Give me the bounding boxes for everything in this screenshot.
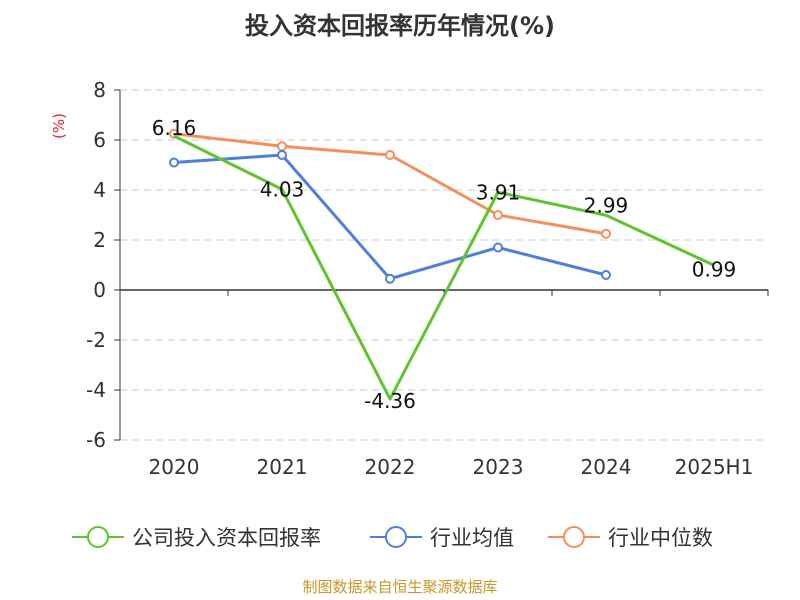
data-point xyxy=(493,210,503,220)
legend: 公司投入资本回报率 行业均值 行业中位数 xyxy=(72,526,713,550)
data-label: 0.99 xyxy=(692,257,737,281)
legend-marker xyxy=(87,526,109,548)
axes: 8 6 4 2 0 -2 -4 -6 2020 2021 2022 2023 2024 2025H1 xyxy=(86,78,769,479)
data-point xyxy=(169,157,179,168)
data-labels: 6.16 4.03 -4.36 3.91 2.99 0.99 xyxy=(152,116,737,413)
legend-marker xyxy=(563,526,585,548)
data-label: 6.16 xyxy=(152,116,197,140)
legend-label: 公司投入资本回报率 xyxy=(132,526,321,550)
y-tick-label: 4 xyxy=(93,178,106,202)
data-point xyxy=(493,242,503,253)
y-tick-label: 0 xyxy=(93,278,106,302)
data-label: 3.91 xyxy=(476,180,521,204)
y-axis-unit: (%) xyxy=(50,113,68,139)
chart-title: 投入资本回报率历年情况(%) xyxy=(245,12,555,40)
y-tick-label: 6 xyxy=(93,128,106,152)
grid-lines xyxy=(120,89,768,441)
data-point xyxy=(385,150,395,160)
legend-label: 行业均值 xyxy=(430,526,514,550)
y-tick-label: 2 xyxy=(93,228,106,252)
x-tick-label: 2023 xyxy=(473,455,524,479)
series-line xyxy=(173,132,607,236)
y-tick-label: -6 xyxy=(86,428,106,452)
data-point xyxy=(601,228,611,239)
legend-marker xyxy=(385,526,407,548)
y-tick-label: -4 xyxy=(86,378,106,402)
x-tick-label: 2024 xyxy=(581,455,632,479)
series-lines xyxy=(169,128,715,401)
data-point xyxy=(601,270,611,280)
source-note: 制图数据来自恒生聚源数据库 xyxy=(302,578,497,596)
y-tick-label: 8 xyxy=(93,78,106,102)
x-tick-label: 2022 xyxy=(365,455,416,479)
data-point xyxy=(277,141,287,152)
data-point xyxy=(385,273,395,284)
series-line xyxy=(173,153,607,281)
x-tick-label: 2021 xyxy=(257,455,308,479)
data-label: 4.03 xyxy=(260,177,305,201)
y-tick-label: -2 xyxy=(86,328,106,352)
series-line xyxy=(173,134,715,401)
data-label: -4.36 xyxy=(364,389,416,413)
data-point xyxy=(277,150,287,160)
x-tick-label: 2020 xyxy=(149,455,200,479)
data-label: 2.99 xyxy=(584,193,629,217)
x-tick-label: 2025H1 xyxy=(675,455,754,479)
legend-label: 行业中位数 xyxy=(608,526,713,550)
